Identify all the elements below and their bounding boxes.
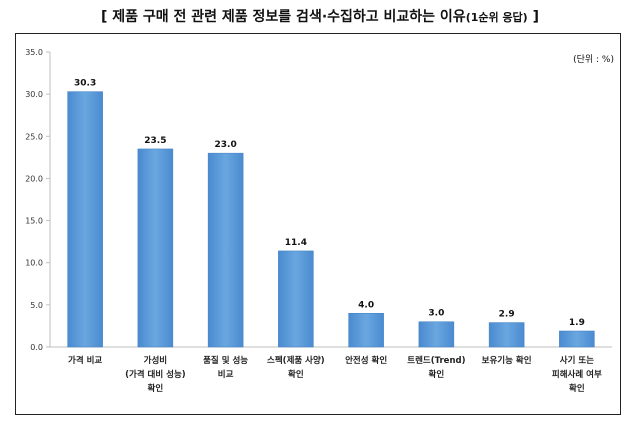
chart-title-suffix: (1순위 응답): [465, 11, 528, 24]
x-tick-label: 확인: [288, 369, 304, 380]
y-tick-label: 30.0: [25, 90, 43, 99]
x-tick-label: 피해사례 여부: [552, 369, 602, 380]
unit-label: (단위 : %): [573, 55, 614, 65]
y-tick-label: 0.0: [30, 343, 43, 352]
bar: [137, 148, 174, 348]
chart-title: [ 제품 구매 전 관련 제품 정보를 검색·수집하고 비교하는 이유(1순위 …: [0, 6, 640, 26]
bar-layer: [67, 91, 595, 348]
x-tick-label: 가격 비교: [68, 355, 102, 366]
x-tick-label: 품질 및 성능: [203, 355, 248, 366]
bar: [348, 313, 384, 348]
chart-title-close: ]: [527, 9, 539, 25]
data-label: 3.0: [428, 309, 444, 319]
bar: [559, 330, 595, 348]
bar: [207, 152, 244, 348]
chart-title-main: [ 제품 구매 전 관련 제품 정보를 검색·수집하고 비교하는 이유: [100, 9, 466, 25]
bar: [418, 321, 455, 348]
y-tick-label: 5.0: [30, 301, 43, 310]
x-tick-label: (가격 대비 성능): [125, 369, 186, 380]
bar: [278, 250, 314, 348]
y-tick-label: 20.0: [25, 174, 43, 183]
x-tick-label: 비교: [218, 369, 234, 380]
y-tick-label: 35.0: [25, 48, 43, 57]
bar: [67, 91, 103, 348]
x-tick-label: 보유기능 확인: [482, 355, 532, 366]
y-tick-label: 25.0: [25, 132, 43, 141]
data-label: 2.9: [499, 310, 515, 320]
y-tick-label: 10.0: [25, 259, 43, 268]
x-tick-label: 사기 또는: [560, 355, 594, 366]
x-tick-label: 확인: [429, 369, 445, 380]
axis-layer: 0.0 5.0 10.0 15.0 20.0 25.0 30.0 35.0: [25, 48, 612, 352]
x-tick-label: 안전성 확인: [345, 355, 387, 366]
data-label: 30.3: [74, 79, 96, 89]
x-tick-label: 확인: [569, 383, 585, 394]
x-tick-label: 스펙(제품 사양): [267, 355, 325, 366]
data-label: 4.0: [358, 300, 374, 310]
bar: [488, 322, 525, 348]
x-tick-label: 트렌드(Trend): [407, 355, 465, 366]
chart-frame: [15, 33, 621, 415]
y-tick-label: 15.0: [25, 217, 43, 226]
data-label: 11.4: [285, 238, 307, 248]
data-label: 1.9: [569, 318, 585, 328]
data-label: 23.5: [144, 136, 166, 146]
x-tick-label: 가성비: [144, 355, 167, 366]
data-label: 23.0: [215, 140, 237, 150]
label-layer: 30.3 가격 비교 23.5 가성비 (가격 대비 성능) 확인 23.0 품질 및 성능비…: [68, 79, 602, 394]
x-tick-label: 확인: [148, 383, 164, 394]
